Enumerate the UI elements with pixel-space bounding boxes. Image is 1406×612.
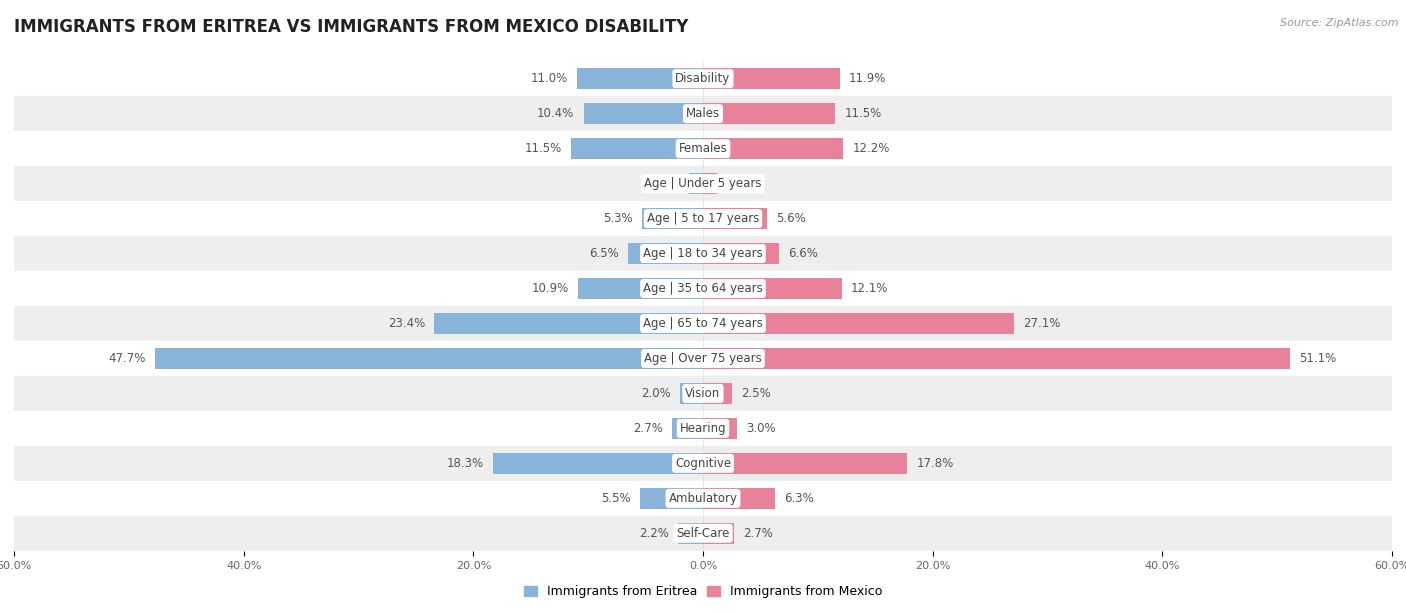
Bar	[703, 138, 844, 159]
Bar	[643, 208, 703, 229]
Bar	[14, 376, 1392, 411]
Text: 11.5%: 11.5%	[524, 142, 562, 155]
Bar	[681, 383, 703, 404]
Bar	[14, 481, 1392, 516]
Text: Source: ZipAtlas.com: Source: ZipAtlas.com	[1281, 18, 1399, 28]
Text: 6.3%: 6.3%	[785, 492, 814, 505]
Bar	[703, 243, 779, 264]
Bar	[703, 383, 731, 404]
Bar	[628, 243, 703, 264]
Bar	[155, 348, 703, 369]
Bar	[578, 278, 703, 299]
Bar	[14, 166, 1392, 201]
Bar	[703, 523, 734, 544]
Text: IMMIGRANTS FROM ERITREA VS IMMIGRANTS FROM MEXICO DISABILITY: IMMIGRANTS FROM ERITREA VS IMMIGRANTS FR…	[14, 18, 689, 36]
Bar	[703, 103, 835, 124]
Bar	[434, 313, 703, 334]
Text: 17.8%: 17.8%	[917, 457, 953, 470]
Text: 2.2%: 2.2%	[638, 527, 669, 540]
Bar	[14, 236, 1392, 271]
Bar	[703, 68, 839, 89]
Text: 10.4%: 10.4%	[537, 107, 575, 120]
Text: Age | 65 to 74 years: Age | 65 to 74 years	[643, 317, 763, 330]
Text: 51.1%: 51.1%	[1299, 352, 1336, 365]
Text: 12.2%: 12.2%	[852, 142, 890, 155]
Text: 1.2%: 1.2%	[725, 177, 756, 190]
Bar	[571, 138, 703, 159]
Bar	[703, 453, 907, 474]
Text: 11.0%: 11.0%	[530, 72, 568, 85]
Bar	[14, 131, 1392, 166]
Text: Cognitive: Cognitive	[675, 457, 731, 470]
Bar	[14, 411, 1392, 446]
Text: Age | Under 5 years: Age | Under 5 years	[644, 177, 762, 190]
Bar	[583, 103, 703, 124]
Bar	[14, 306, 1392, 341]
Text: Age | Over 75 years: Age | Over 75 years	[644, 352, 762, 365]
Text: 11.9%: 11.9%	[849, 72, 886, 85]
Bar	[703, 173, 717, 194]
Bar	[14, 201, 1392, 236]
Bar	[703, 313, 1014, 334]
Bar	[14, 341, 1392, 376]
Text: 5.6%: 5.6%	[776, 212, 806, 225]
Text: 11.5%: 11.5%	[844, 107, 882, 120]
Text: Hearing: Hearing	[679, 422, 727, 435]
Text: Disability: Disability	[675, 72, 731, 85]
Bar	[703, 348, 1289, 369]
Legend: Immigrants from Eritrea, Immigrants from Mexico: Immigrants from Eritrea, Immigrants from…	[519, 580, 887, 603]
Text: Age | 35 to 64 years: Age | 35 to 64 years	[643, 282, 763, 295]
Text: 23.4%: 23.4%	[388, 317, 425, 330]
Bar	[494, 453, 703, 474]
Bar	[14, 271, 1392, 306]
Text: 5.3%: 5.3%	[603, 212, 633, 225]
Bar	[640, 488, 703, 509]
Text: 2.5%: 2.5%	[741, 387, 770, 400]
Text: 2.7%: 2.7%	[744, 527, 773, 540]
Bar	[14, 61, 1392, 96]
Text: 6.6%: 6.6%	[787, 247, 818, 260]
Text: Self-Care: Self-Care	[676, 527, 730, 540]
Text: 10.9%: 10.9%	[531, 282, 568, 295]
Text: 12.1%: 12.1%	[851, 282, 889, 295]
Bar	[703, 208, 768, 229]
Text: 1.2%: 1.2%	[650, 177, 681, 190]
Text: Females: Females	[679, 142, 727, 155]
Bar	[703, 418, 738, 439]
Bar	[14, 446, 1392, 481]
Text: Vision: Vision	[685, 387, 721, 400]
Text: 5.5%: 5.5%	[600, 492, 631, 505]
Text: 27.1%: 27.1%	[1024, 317, 1060, 330]
Bar	[14, 516, 1392, 551]
Text: 18.3%: 18.3%	[447, 457, 484, 470]
Bar	[576, 68, 703, 89]
Bar	[703, 488, 775, 509]
Bar	[689, 173, 703, 194]
Bar	[672, 418, 703, 439]
Text: Age | 5 to 17 years: Age | 5 to 17 years	[647, 212, 759, 225]
Text: Males: Males	[686, 107, 720, 120]
Bar	[678, 523, 703, 544]
Text: 2.7%: 2.7%	[633, 422, 662, 435]
Text: 3.0%: 3.0%	[747, 422, 776, 435]
Bar	[703, 278, 842, 299]
Text: 47.7%: 47.7%	[108, 352, 146, 365]
Text: 6.5%: 6.5%	[589, 247, 619, 260]
Bar	[14, 96, 1392, 131]
Text: Ambulatory: Ambulatory	[668, 492, 738, 505]
Text: 2.0%: 2.0%	[641, 387, 671, 400]
Text: Age | 18 to 34 years: Age | 18 to 34 years	[643, 247, 763, 260]
